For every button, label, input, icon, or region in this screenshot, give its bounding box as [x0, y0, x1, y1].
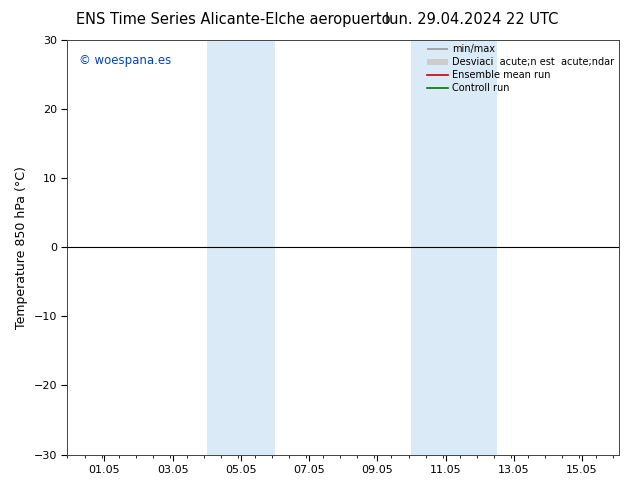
Bar — [207, 40, 275, 455]
Text: © woespana.es: © woespana.es — [79, 54, 171, 67]
Bar — [411, 40, 496, 455]
Y-axis label: Temperature 850 hPa (°C): Temperature 850 hPa (°C) — [15, 166, 28, 328]
Text: lun. 29.04.2024 22 UTC: lun. 29.04.2024 22 UTC — [385, 12, 558, 27]
Text: ENS Time Series Alicante-Elche aeropuerto: ENS Time Series Alicante-Elche aeropuert… — [76, 12, 391, 27]
Legend: min/max, Desviaci  acute;n est  acute;ndar, Ensemble mean run, Controll run: min/max, Desviaci acute;n est acute;ndar… — [425, 43, 616, 95]
